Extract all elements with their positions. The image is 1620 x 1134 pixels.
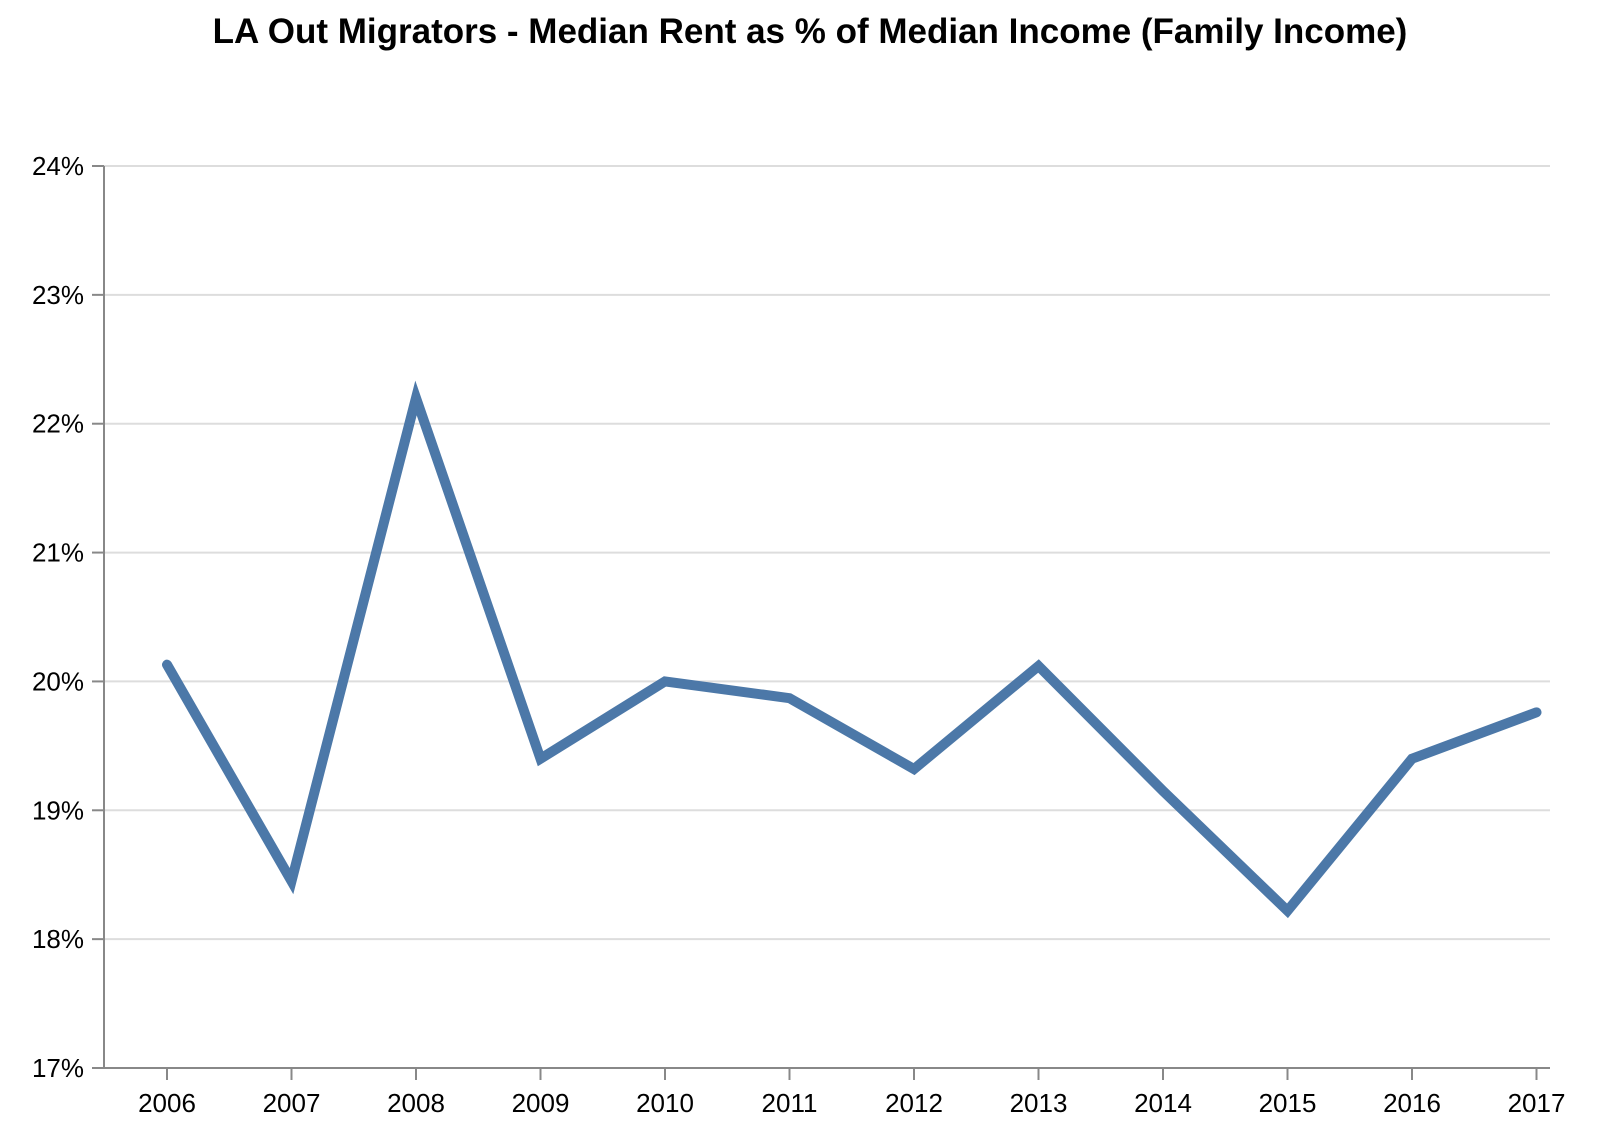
- y-tick-label: 22%: [32, 409, 84, 439]
- x-tick-label: 2006: [138, 1088, 196, 1118]
- data-point: [1287, 910, 1288, 912]
- chart-title: LA Out Migrators - Median Rent as % of M…: [212, 12, 1408, 51]
- x-tick-label: 2009: [512, 1088, 570, 1118]
- x-tick-label: 2013: [1010, 1088, 1068, 1118]
- x-tick-label: 2016: [1383, 1088, 1441, 1118]
- data-point: [1162, 790, 1164, 792]
- x-tick-label: 2007: [263, 1088, 321, 1118]
- data-point: [789, 697, 790, 699]
- x-tick-label: 2008: [387, 1088, 445, 1118]
- y-tick-label: 23%: [32, 280, 84, 310]
- data-point: [1411, 758, 1413, 760]
- x-tick-label: 2015: [1259, 1088, 1317, 1118]
- y-tick-label: 18%: [32, 924, 84, 954]
- data-point: [291, 880, 292, 882]
- data-point: [415, 397, 417, 399]
- y-tick-label: 24%: [32, 151, 84, 181]
- x-tick-label: 2010: [636, 1088, 694, 1118]
- gridlines: [104, 165, 1550, 941]
- y-tick-label: 21%: [32, 538, 84, 568]
- y-tick-label: 20%: [32, 666, 84, 696]
- data-point: [664, 680, 666, 682]
- axes: 17% 18% 19% 20% 21% 22% 23% 24% 2006 2007 2008 2009…: [32, 151, 1565, 1118]
- x-tick-label: 2017: [1508, 1088, 1566, 1118]
- y-tick-label: 19%: [32, 795, 84, 825]
- data-point: [1038, 665, 1039, 667]
- data-point: [1536, 711, 1537, 713]
- x-tick-label: 2012: [885, 1088, 943, 1118]
- x-tick-label: 2011: [762, 1088, 818, 1118]
- series-layer: [162, 380, 1542, 919]
- series-line: [162, 380, 1542, 919]
- data-point: [540, 758, 541, 760]
- x-tick-label: 2014: [1134, 1088, 1192, 1118]
- data-point: [166, 664, 168, 666]
- data-point: [913, 768, 915, 770]
- y-tick-label: 17%: [32, 1053, 84, 1083]
